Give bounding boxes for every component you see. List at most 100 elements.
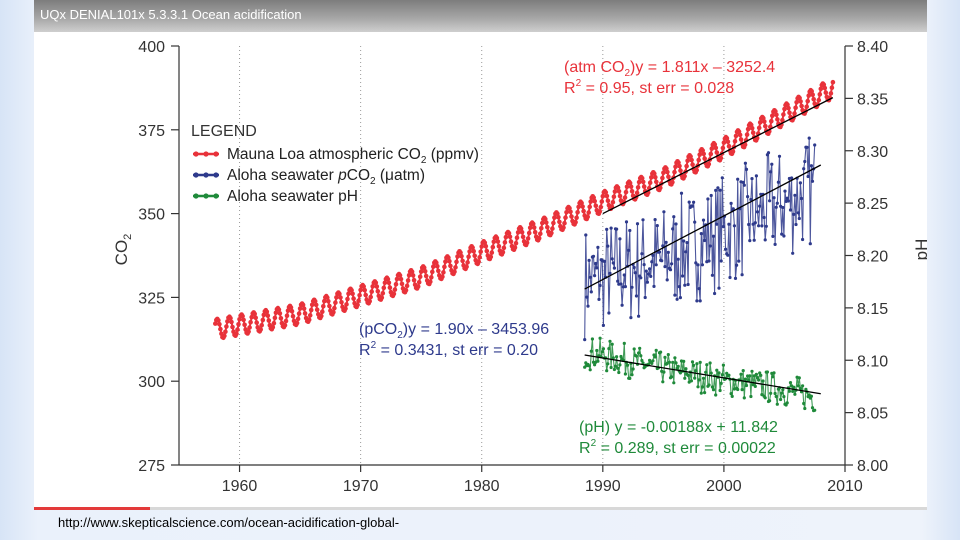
series-aloha_ph-point	[703, 391, 707, 395]
series-mauna_loa-point	[545, 224, 550, 230]
series-aloha_pco2-point	[637, 314, 641, 318]
series-aloha_ph-point	[591, 360, 596, 364]
series-aloha_pco2-point	[718, 188, 722, 192]
series-aloha_pco2-point	[607, 311, 611, 315]
series-aloha_ph-point	[810, 406, 815, 410]
series-aloha_ph-point	[683, 376, 687, 380]
series-aloha_ph-point	[593, 363, 597, 367]
series-aloha_ph-point	[729, 392, 733, 396]
legend-label-aloha_ph: Aloha seawater pH	[227, 188, 358, 205]
annotation-subscript: 2	[624, 68, 630, 79]
series-mauna_loa-point	[264, 309, 270, 315]
series-aloha_ph-point	[583, 365, 587, 369]
series-mauna_loa-point	[503, 234, 509, 240]
series-mauna_loa-point	[374, 284, 380, 289]
series-aloha_ph-point	[682, 359, 686, 363]
series-aloha_pco2-point	[783, 189, 787, 193]
series-aloha_pco2-point	[714, 188, 718, 192]
series-aloha_ph-point	[720, 373, 724, 377]
series-aloha_ph-point	[771, 375, 775, 379]
series-aloha_ph-point	[757, 378, 761, 382]
series-mauna_loa-point	[477, 254, 483, 260]
series-mauna_loa-point	[615, 185, 621, 190]
series-mauna_loa-point	[399, 281, 405, 287]
series-aloha_pco2-point	[747, 222, 751, 227]
series-mauna_loa-point	[320, 309, 325, 315]
series-aloha_pco2-point	[701, 218, 706, 222]
series-aloha_ph-point	[782, 395, 786, 399]
series-mauna_loa-point	[536, 235, 542, 241]
series-aloha_pco2-point	[694, 261, 698, 265]
series-aloha_pco2-point	[791, 251, 795, 255]
series-aloha_ph-point	[802, 401, 806, 406]
series-aloha_pco2-point	[771, 234, 775, 238]
series-mauna_loa-point	[640, 179, 646, 185]
legend-label-text: Aloha seawater pH	[227, 188, 358, 205]
series-aloha_ph-point	[749, 394, 753, 399]
video-progress-bar[interactable]	[34, 507, 927, 510]
series-aloha_pco2-point	[802, 167, 806, 171]
series-mauna_loa-point	[428, 279, 433, 285]
series-mauna_loa-point	[472, 253, 478, 259]
series-aloha_pco2-point	[639, 276, 643, 280]
series-mauna_loa-point	[689, 157, 694, 163]
series-aloha_pco2-point	[715, 222, 719, 226]
series-mauna_loa-point	[296, 311, 302, 316]
video-frame[interactable]: UQx DENIAL101x 5.3.3.1 Ocean acidificati…	[34, 0, 927, 510]
series-mauna_loa-point	[476, 259, 482, 265]
series-aloha_pco2-point	[700, 263, 705, 267]
series-mauna_loa-point	[415, 284, 421, 289]
series-aloha_pco2-point	[749, 197, 753, 202]
series-mauna_loa-point	[308, 307, 314, 313]
series-mauna_loa-point	[622, 195, 628, 200]
series-aloha_pco2-point	[643, 295, 647, 300]
series-aloha_pco2-point	[616, 279, 620, 283]
series-aloha_ph-point	[697, 378, 701, 382]
series-mauna_loa-point	[495, 239, 501, 244]
series-aloha_pco2-point	[678, 296, 683, 300]
y2-tick-label-8.10: 8.10	[857, 353, 888, 370]
series-aloha_ph-point	[623, 372, 628, 376]
series-mauna_loa-point	[465, 260, 470, 265]
series-aloha_pco2-point	[769, 170, 773, 174]
series-aloha_pco2-point	[663, 265, 667, 269]
series-mauna_loa-point	[599, 199, 605, 204]
series-mauna_loa-point	[306, 317, 312, 323]
series-mauna_loa-point	[678, 168, 683, 173]
series-mauna_loa-point	[422, 269, 428, 274]
series-mauna_loa-point	[810, 92, 815, 97]
series-mauna_loa-point	[313, 302, 319, 308]
series-mauna_loa-point	[278, 316, 284, 321]
series-aloha_ph-point	[788, 381, 793, 385]
annotation-subscript: 2	[397, 330, 403, 341]
series-aloha_ph-point	[634, 354, 639, 358]
series-mauna_loa-point	[781, 112, 786, 117]
series-mauna_loa-point	[518, 226, 524, 231]
x-tick-label-1980: 1980	[464, 478, 500, 495]
series-aloha_ph-point	[639, 354, 643, 358]
series-aloha_pco2-point	[615, 227, 619, 231]
series-mauna_loa-point	[660, 175, 665, 181]
series-mauna_loa-point	[636, 179, 642, 185]
series-aloha_ph-point	[739, 372, 743, 376]
series-aloha_pco2-point	[606, 244, 610, 248]
fit-line-2	[584, 354, 821, 395]
series-mauna_loa-point	[441, 270, 446, 275]
series-mauna_loa-point	[525, 236, 531, 241]
series-mauna_loa-point	[346, 291, 351, 297]
y-axis-title: CO2	[112, 234, 134, 266]
series-aloha_pco2-point	[645, 280, 650, 284]
series-aloha_pco2-point	[742, 183, 746, 187]
series-mauna_loa-point	[276, 307, 282, 312]
series-mauna_loa-point	[460, 258, 465, 264]
series-mauna_loa-point	[331, 310, 336, 315]
series-aloha_pco2-point	[743, 161, 748, 165]
series-aloha_pco2-point	[697, 287, 701, 291]
series-aloha_pco2-point	[717, 286, 721, 290]
series-aloha_ph-point	[616, 366, 620, 370]
series-mauna_loa-point	[470, 245, 475, 250]
series-mauna_loa-point	[616, 189, 622, 194]
series-aloha_ph-point	[751, 383, 755, 387]
series-aloha_pco2-point	[628, 228, 632, 233]
